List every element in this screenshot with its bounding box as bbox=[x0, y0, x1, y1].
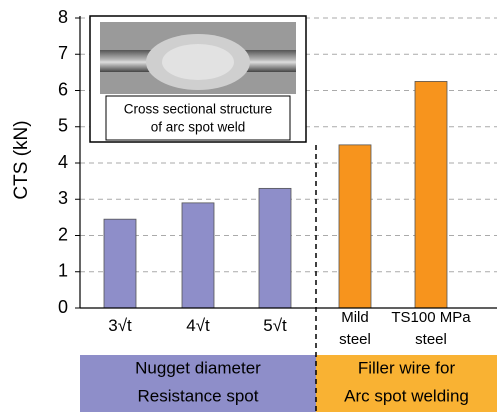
x-tick-label: TS100 MPa steel bbox=[391, 309, 471, 348]
bar bbox=[258, 187, 292, 309]
group-label: Filler wire for bbox=[358, 358, 456, 377]
bar bbox=[414, 81, 448, 309]
y-tick-label: 8 bbox=[58, 7, 68, 27]
y-tick-label: 3 bbox=[58, 188, 68, 208]
inset: Cross sectional structure of arc spot we… bbox=[89, 15, 307, 143]
x-tick-label: Mild steel bbox=[339, 309, 371, 348]
bar bbox=[103, 218, 137, 309]
y-tick-label: 1 bbox=[58, 261, 68, 281]
group-label: Nugget diameter bbox=[135, 358, 261, 377]
y-tick-label: 6 bbox=[58, 79, 68, 99]
x-tick-label: 4√t bbox=[186, 316, 210, 335]
y-tick-label: 0 bbox=[58, 297, 68, 317]
y-axis-label: CTS (kN) bbox=[11, 120, 32, 199]
inset-caption: of arc spot weld bbox=[151, 120, 246, 135]
x-tick-label: 5√t bbox=[263, 316, 287, 335]
inset-caption: Cross sectional structure bbox=[124, 102, 273, 117]
y-tick-label: 7 bbox=[58, 43, 68, 63]
group-box bbox=[80, 355, 316, 412]
group-sublabel: Arc spot welding bbox=[344, 386, 469, 405]
bar bbox=[338, 144, 372, 309]
y-tick-label: 4 bbox=[58, 152, 68, 172]
y-tick-label: 2 bbox=[58, 224, 68, 244]
bar bbox=[181, 202, 215, 309]
x-tick-label: 3√t bbox=[108, 316, 132, 335]
y-tick-label: 5 bbox=[58, 116, 68, 136]
group-sublabel: Resistance spot bbox=[138, 386, 259, 405]
group-box bbox=[316, 355, 497, 412]
